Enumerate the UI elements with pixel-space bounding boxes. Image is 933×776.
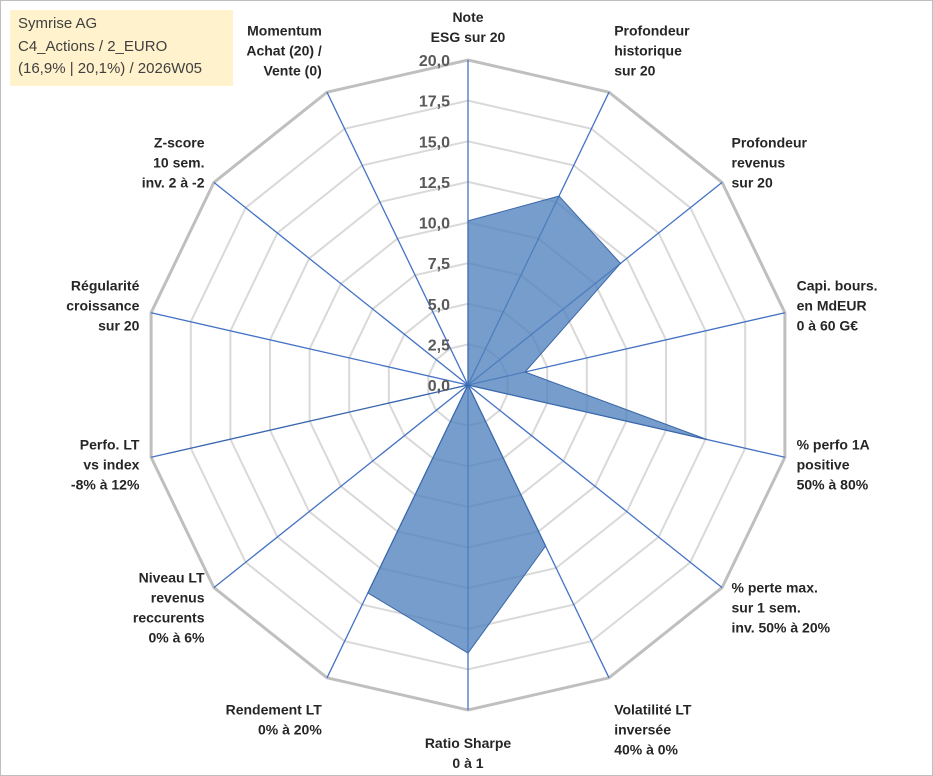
axis-label: 50% à 80% [797, 476, 869, 492]
axis-label: Profondeur [732, 134, 808, 150]
axis-label: sur 20 [614, 62, 655, 78]
tick-label: 2,5 [428, 337, 450, 354]
axis-label: revenus [151, 590, 205, 606]
axis-spoke [213, 181, 469, 386]
axis-label: inv. 2 à -2 [142, 174, 205, 190]
axis-label: sur 20 [98, 318, 139, 334]
axis-label: revenus [732, 154, 786, 170]
axis-label: Niveau LT [139, 570, 205, 586]
company-name: Symrise AG [18, 15, 98, 32]
tick-label: 12,5 [419, 175, 450, 192]
axis-label: en MdEUR [797, 298, 867, 314]
radar-series [166, 195, 708, 654]
axis-label: % perfo 1A [797, 436, 870, 452]
axis-label: reccurents [133, 610, 205, 626]
radar-tick-labels: 0,0 2,5 5,0 7,5 10,0 12,5 15,0 17,5 20,0 [419, 53, 450, 395]
axis-label: ESG sur 20 [431, 29, 506, 45]
axis-label: Rendement LT [226, 702, 323, 718]
axis-label: Régularité [71, 278, 140, 294]
axis-label: Volatilité LT [614, 702, 692, 718]
axis-label: inv. 50% à 20% [732, 620, 831, 636]
axis-label: 0 à 60 G€ [797, 318, 859, 334]
axis-label: Ratio Sharpe [425, 735, 512, 751]
axis-label: 10 sem. [153, 154, 204, 170]
axis-spoke [467, 384, 723, 589]
axis-spoke [326, 91, 469, 386]
axis-label: Capi. bours. [797, 278, 878, 294]
tick-label: 17,5 [419, 94, 450, 111]
axis-label: Vente (0) [263, 62, 321, 78]
axis-label: croissance [66, 298, 139, 314]
axis-label: historique [614, 42, 682, 58]
axis-label: 0% à 20% [258, 722, 322, 738]
radar-axis-labels: Note ESG sur 20 Profondeur historique sur 20… [66, 9, 877, 771]
tick-label: 0,0 [428, 378, 450, 395]
stats-label: (16,9% | 20,1%) / 2026W05 [18, 60, 202, 77]
category-label: C4_Actions / 2_EURO [18, 37, 168, 55]
axis-label: Note [452, 9, 483, 25]
axis-label: 40% à 0% [614, 742, 678, 758]
info-box: Symrise AG C4_Actions / 2_EURO (16,9% | … [10, 10, 233, 86]
axis-label: inversée [614, 722, 671, 738]
axis-label: positive [797, 456, 850, 472]
axis-label: Momentum [247, 22, 322, 38]
axis-label: Achat (20) / [246, 42, 322, 58]
tick-label: 15,0 [419, 134, 450, 151]
axis-label: -8% à 12% [71, 476, 140, 492]
axis-label: Z-score [154, 134, 205, 150]
axis-label: Profondeur [614, 22, 690, 38]
tick-label: 10,0 [419, 216, 450, 233]
tick-label: 5,0 [428, 297, 450, 314]
tick-label: 7,5 [428, 256, 450, 273]
axis-label: 0 à 1 [452, 755, 483, 771]
axis-label: 0% à 6% [148, 630, 205, 646]
series-area [166, 195, 708, 654]
axis-label: vs index [83, 456, 139, 472]
axis-spoke [150, 312, 469, 386]
axis-label: % perte max. [732, 580, 818, 596]
axis-label: sur 20 [732, 174, 773, 190]
tick-label: 20,0 [419, 53, 450, 70]
axis-label: sur 1 sem. [732, 600, 801, 616]
axis-label: Perfo. LT [80, 436, 140, 452]
axis-spoke [213, 384, 469, 589]
